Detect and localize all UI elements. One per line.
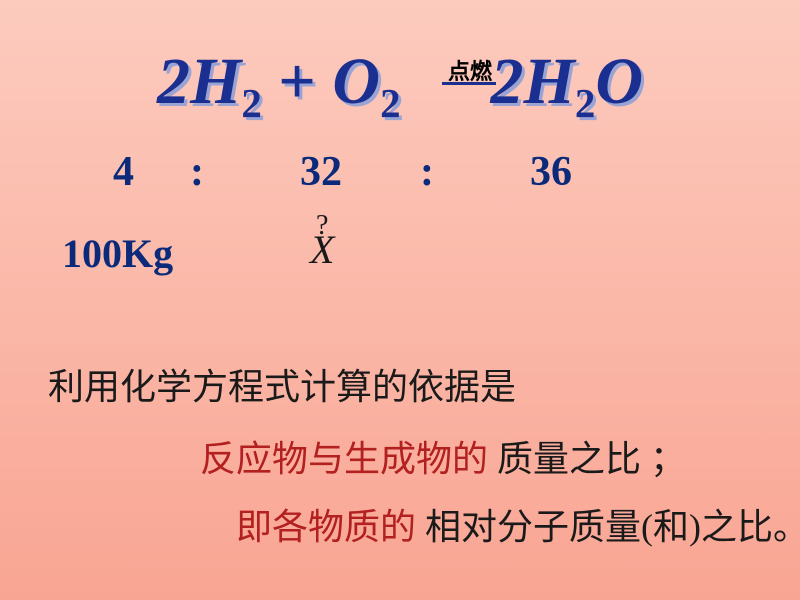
reaction-condition-line bbox=[442, 82, 496, 85]
ratio-a: 4 bbox=[113, 148, 134, 196]
para-line-3-dark: 相对分子质量(和)之比。 bbox=[416, 507, 800, 547]
ratio-sep2: : bbox=[420, 148, 434, 196]
para-line-2-red: 反应物与生成物的 bbox=[200, 439, 488, 479]
eq-H2: H bbox=[524, 45, 575, 118]
ratio-c: 36 bbox=[530, 148, 572, 196]
eq-plus: + bbox=[262, 45, 333, 118]
slide: 2H2 + O22H2O 点燃 4 : 32 : 36 100Kg ? X 利用… bbox=[0, 0, 800, 600]
para-line-3: 即各物质的 相对分子质量(和)之比。 bbox=[236, 498, 800, 550]
unknown-symbol: ? X bbox=[310, 212, 350, 272]
para-line-2-dark: 质量之比 ； bbox=[488, 439, 686, 479]
eq-O2: O bbox=[595, 45, 643, 118]
eq-H: H bbox=[190, 45, 241, 118]
ratio-sep1: : bbox=[190, 148, 204, 196]
given-mass: 100Kg bbox=[62, 230, 173, 277]
para-line-2: 反应物与生成物的 质量之比 ； bbox=[200, 430, 686, 482]
ratio-b: 32 bbox=[300, 148, 342, 196]
para-line-3-red: 即各物质的 bbox=[236, 507, 416, 547]
para-line-1: 利用化学方程式计算的依据是 bbox=[48, 358, 516, 410]
eq-sub-2c: 2 bbox=[575, 81, 595, 126]
eq-sub-2b: 2 bbox=[380, 81, 400, 126]
eq-coef-1: 2 bbox=[157, 45, 190, 118]
eq-sub-2a: 2 bbox=[241, 81, 261, 126]
eq-O: O bbox=[332, 45, 380, 118]
unknown-x: X bbox=[310, 226, 334, 273]
chemical-equation: 2H2 + O22H2O bbox=[0, 44, 800, 127]
